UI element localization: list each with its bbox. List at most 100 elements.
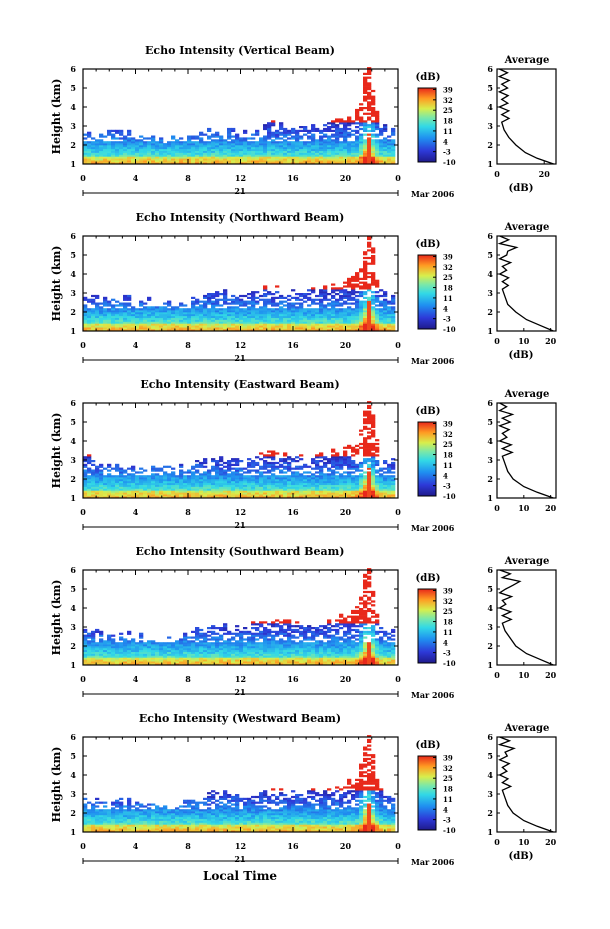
echo-cell bbox=[211, 627, 216, 630]
echo-cell bbox=[139, 475, 144, 478]
echo-cell bbox=[271, 325, 276, 328]
echo-cell bbox=[91, 640, 96, 643]
echo-cell bbox=[359, 323, 364, 326]
echo-cell bbox=[391, 327, 396, 330]
echo-cell bbox=[123, 298, 128, 301]
echo-cell bbox=[255, 463, 260, 466]
colorbar-tick-label: 39 bbox=[443, 419, 453, 428]
echo-cell bbox=[359, 116, 364, 119]
echo-cell bbox=[283, 496, 288, 499]
avg-y-tick-label: 3 bbox=[487, 121, 493, 131]
echo-cell bbox=[99, 661, 104, 664]
echo-cell bbox=[319, 304, 324, 307]
echo-cell bbox=[283, 131, 288, 134]
echo-cell bbox=[159, 482, 164, 485]
y-tick-label: 3 bbox=[70, 121, 76, 131]
echo-cell bbox=[315, 321, 320, 324]
echo-cell bbox=[391, 150, 396, 153]
echo-cell bbox=[235, 308, 240, 311]
echo-cell bbox=[351, 490, 356, 493]
echo-cell bbox=[215, 160, 220, 163]
echo-cell bbox=[139, 152, 144, 155]
echo-cell bbox=[207, 630, 212, 633]
echo-cell bbox=[367, 317, 372, 320]
echo-cell bbox=[143, 653, 148, 656]
echo-cell bbox=[239, 477, 244, 480]
echo-cell bbox=[219, 312, 224, 315]
echo-cell bbox=[131, 154, 136, 157]
echo-cell bbox=[147, 327, 152, 330]
echo-cell bbox=[251, 484, 256, 487]
echo-cell bbox=[247, 490, 252, 493]
echo-cell bbox=[295, 473, 300, 476]
echo-cell bbox=[207, 308, 212, 311]
echo-cell bbox=[299, 486, 304, 489]
echo-cell bbox=[187, 475, 192, 478]
echo-cell bbox=[231, 152, 236, 155]
echo-cell bbox=[107, 156, 112, 159]
echo-cell bbox=[179, 479, 184, 482]
echo-cell bbox=[187, 156, 192, 159]
echo-cell bbox=[267, 160, 272, 163]
echo-cell bbox=[371, 247, 376, 250]
echo-cell bbox=[271, 296, 276, 299]
echo-cell bbox=[307, 160, 312, 163]
echo-cell bbox=[371, 135, 376, 138]
echo-cell bbox=[331, 145, 336, 148]
echo-cell bbox=[207, 649, 212, 652]
echo-cell bbox=[183, 644, 188, 647]
echo-cell bbox=[139, 492, 144, 495]
echo-cell bbox=[127, 644, 132, 647]
echo-cell bbox=[191, 657, 196, 660]
echo-cell bbox=[303, 479, 308, 482]
echo-cell bbox=[127, 482, 132, 485]
echo-cell bbox=[323, 127, 328, 131]
echo-cell bbox=[115, 655, 120, 658]
echo-cell bbox=[175, 148, 180, 151]
echo-cell bbox=[355, 319, 360, 322]
echo-cell bbox=[339, 135, 344, 138]
echo-cell bbox=[171, 310, 176, 313]
echo-cell bbox=[159, 327, 164, 330]
echo-cell bbox=[119, 469, 124, 472]
echo-cell bbox=[311, 327, 316, 330]
echo-cell bbox=[363, 329, 368, 332]
echo-cell bbox=[339, 327, 344, 330]
echo-cell bbox=[367, 306, 372, 309]
echo-cell bbox=[83, 306, 88, 309]
echo-cell bbox=[327, 145, 332, 148]
echo-cell bbox=[239, 160, 244, 163]
echo-cell bbox=[339, 150, 344, 153]
echo-cell bbox=[243, 137, 248, 140]
echo-cell bbox=[223, 317, 228, 320]
echo-cell bbox=[167, 160, 172, 163]
echo-cell bbox=[171, 137, 176, 140]
echo-cell bbox=[339, 154, 344, 157]
echo-cell bbox=[175, 145, 180, 148]
echo-cell bbox=[115, 646, 120, 649]
echo-cell bbox=[147, 310, 152, 313]
echo-cell bbox=[227, 160, 232, 163]
echo-cell bbox=[379, 479, 384, 482]
echo-cell bbox=[283, 465, 288, 468]
echo-cell bbox=[131, 486, 136, 489]
echo-cell bbox=[299, 306, 304, 309]
echo-cell bbox=[379, 477, 384, 480]
echo-cell bbox=[351, 446, 356, 449]
echo-cell bbox=[83, 310, 88, 313]
echo-cell bbox=[231, 315, 236, 318]
echo-cell bbox=[255, 456, 260, 459]
echo-cell bbox=[359, 150, 364, 153]
echo-cell bbox=[255, 492, 260, 495]
echo-cell bbox=[275, 145, 280, 148]
echo-cell bbox=[343, 135, 348, 138]
echo-cell bbox=[195, 475, 200, 478]
echo-cell bbox=[155, 319, 160, 322]
echo-cell bbox=[115, 649, 120, 652]
echo-cell bbox=[335, 312, 340, 315]
echo-cell bbox=[359, 461, 364, 465]
echo-cell bbox=[159, 479, 164, 482]
echo-cell bbox=[363, 317, 368, 320]
echo-cell bbox=[211, 135, 216, 138]
echo-cell bbox=[375, 112, 380, 115]
